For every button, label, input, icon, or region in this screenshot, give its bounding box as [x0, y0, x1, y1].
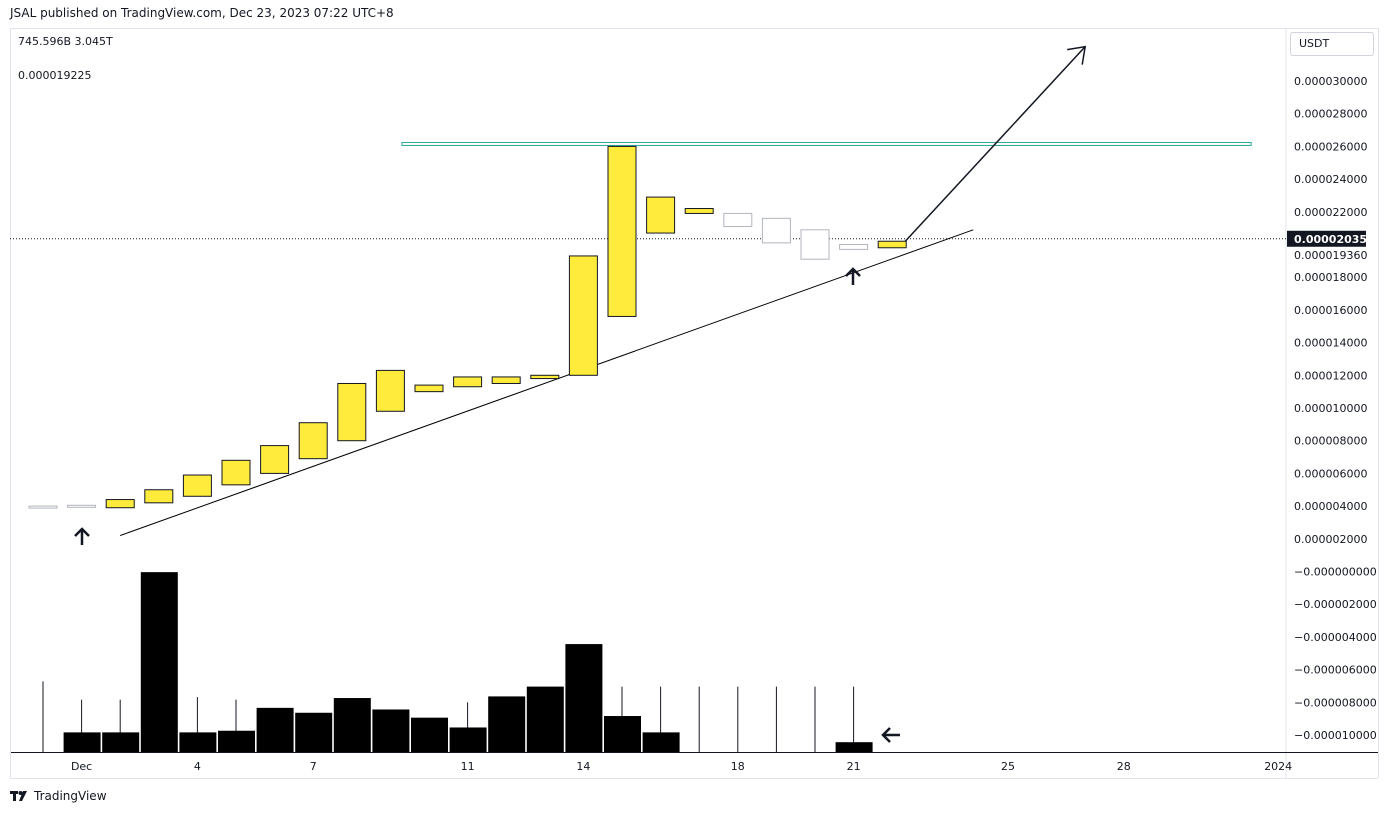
resistance-line	[401, 141, 1252, 146]
volume-bar	[372, 709, 410, 752]
candle	[491, 376, 521, 384]
candle	[453, 376, 483, 388]
y-tick-label: 0.000024000	[1294, 173, 1367, 186]
volume-bar	[218, 730, 255, 752]
x-tick-label: 2024	[1264, 760, 1292, 773]
candle	[684, 208, 714, 214]
current-price-tag	[1287, 230, 1366, 247]
up-arrow-right-head	[845, 267, 861, 277]
candle	[221, 459, 251, 486]
currency-selector[interactable]: USDT	[1290, 32, 1374, 56]
publish-info: JSAL published on TradingView.com, Dec 2…	[10, 6, 394, 20]
faded-candle	[839, 244, 869, 250]
volume-bar	[604, 716, 641, 752]
volume-bar	[256, 707, 294, 752]
x-tick-label: 28	[1117, 760, 1131, 773]
projection-arrow-head	[1067, 45, 1087, 65]
x-tick-label: 11	[461, 760, 475, 773]
brand-label: TradingView	[34, 789, 107, 803]
y-tick-label: 0.000004000	[1294, 500, 1367, 513]
current-price-label: 0.00002035​1	[1294, 233, 1375, 246]
y-tick-label: 0.000002000	[1294, 533, 1367, 546]
volume-bar	[63, 732, 101, 752]
candle	[568, 255, 598, 376]
volume-bar	[295, 712, 333, 752]
y-tick-label: −0.000002000	[1294, 598, 1377, 611]
y-tick-label: −0.000010000	[1294, 729, 1377, 742]
x-tick-label: 14	[576, 760, 590, 773]
volume-bar	[642, 732, 680, 752]
tradingview-brand[interactable]: TradingView	[10, 789, 107, 803]
candle	[414, 384, 444, 393]
faded-candle	[800, 229, 830, 260]
candle	[646, 196, 676, 234]
volume-bar	[411, 717, 448, 752]
y-tick-label: 0.000028000	[1294, 108, 1367, 121]
y-tick-label: −0.000008000	[1294, 696, 1377, 709]
indicator-legend: 0.000019225	[18, 69, 92, 82]
y-tick-label: 0.000018000	[1294, 271, 1367, 284]
y-tick-label: 0.000014000	[1294, 337, 1367, 350]
volume-bar	[179, 732, 217, 752]
candle	[530, 374, 560, 380]
x-tick-label: 7	[310, 760, 317, 773]
candle	[375, 369, 405, 412]
secondary-price-label: 0.000019360	[1294, 249, 1367, 262]
candle	[182, 474, 212, 497]
y-tick-label: 0.000022000	[1294, 206, 1367, 219]
y-tick-label: 0.000012000	[1294, 369, 1367, 382]
x-tick-label: 4	[194, 760, 201, 773]
volume-bar	[488, 696, 526, 752]
tradingview-logo-icon	[10, 791, 27, 801]
y-tick-label: −0.000000000	[1294, 566, 1377, 579]
trend-line	[120, 229, 974, 537]
candle	[298, 422, 328, 460]
candle	[337, 382, 367, 442]
up-arrow-left-head	[74, 527, 90, 537]
x-tick-label: Dec	[71, 760, 92, 773]
candle	[260, 445, 290, 474]
candle	[877, 240, 907, 249]
volume-bar	[526, 686, 564, 752]
y-tick-label: 0.000010000	[1294, 402, 1367, 415]
left-arrow-volume-head	[881, 727, 891, 743]
volume-bar	[102, 732, 140, 752]
y-tick-label: 0.000026000	[1294, 140, 1367, 153]
volume-legend: 745.596B 3.045T	[18, 35, 113, 48]
faded-candle	[67, 504, 97, 508]
y-tick-label: 0.000006000	[1294, 467, 1367, 480]
x-tick-label: 21	[847, 760, 861, 773]
x-tick-label: 25	[1001, 760, 1015, 773]
volume-bar	[140, 572, 178, 752]
candle	[144, 489, 174, 504]
volume-bar	[449, 727, 487, 752]
volume-bar	[565, 644, 603, 752]
candle	[105, 499, 135, 509]
faded-candle	[723, 212, 753, 228]
faded-candle	[28, 505, 58, 509]
x-tick-label: 18	[731, 760, 745, 773]
y-tick-label: 0.000016000	[1294, 304, 1367, 317]
y-tick-label: 0.000030000	[1294, 75, 1367, 88]
faded-candle	[761, 217, 791, 244]
candle	[607, 145, 637, 317]
y-tick-label: −0.000004000	[1294, 631, 1377, 644]
volume-bar	[835, 742, 873, 752]
projection-arrow	[903, 46, 1086, 244]
volume-bar	[333, 698, 371, 752]
y-tick-label: 0.000008000	[1294, 435, 1367, 448]
y-tick-label: −0.000006000	[1294, 664, 1377, 677]
